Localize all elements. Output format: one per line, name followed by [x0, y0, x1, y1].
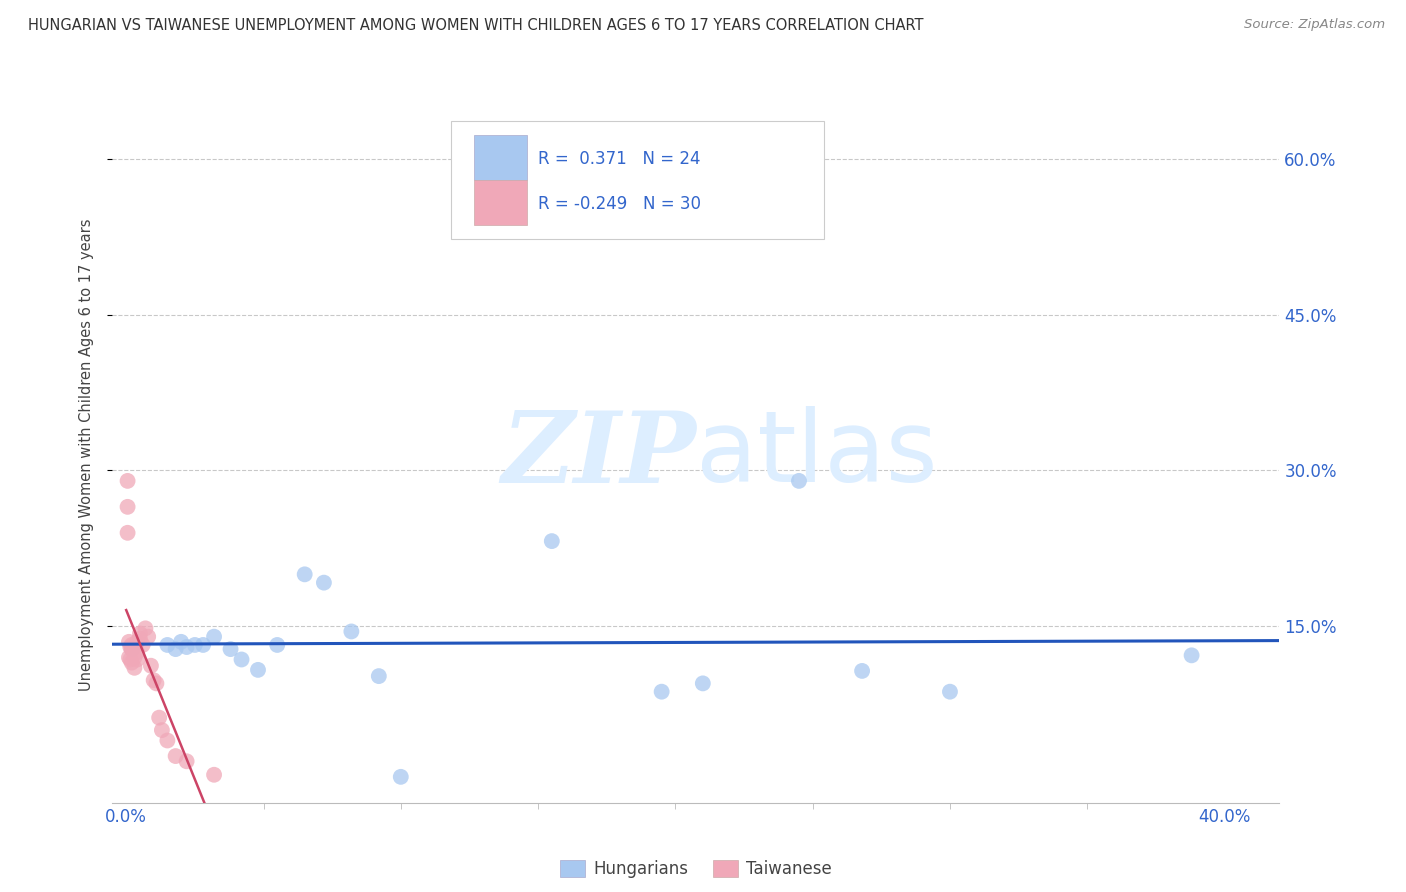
- Point: [367, 669, 389, 683]
- Point: [312, 575, 335, 590]
- Point: [165, 749, 187, 764]
- FancyBboxPatch shape: [474, 135, 527, 180]
- Point: [266, 638, 288, 652]
- Text: R =  0.371   N = 24: R = 0.371 N = 24: [538, 150, 702, 169]
- Text: R = -0.249   N = 30: R = -0.249 N = 30: [538, 195, 702, 213]
- Point: [129, 632, 152, 646]
- Point: [136, 630, 159, 644]
- Point: [127, 652, 149, 666]
- Point: [247, 663, 270, 677]
- Text: Source: ZipAtlas.com: Source: ZipAtlas.com: [1244, 18, 1385, 31]
- Point: [202, 768, 225, 782]
- Text: ZIP: ZIP: [501, 407, 696, 503]
- Point: [124, 640, 146, 654]
- Legend: Hungarians, Taiwanese: Hungarians, Taiwanese: [553, 854, 839, 885]
- Point: [118, 635, 141, 649]
- Point: [1181, 648, 1204, 663]
- Point: [165, 642, 187, 657]
- Point: [131, 638, 153, 652]
- Point: [540, 534, 562, 549]
- Point: [121, 642, 143, 657]
- Point: [389, 770, 412, 784]
- Point: [148, 711, 170, 725]
- Point: [202, 630, 225, 644]
- Text: HUNGARIAN VS TAIWANESE UNEMPLOYMENT AMONG WOMEN WITH CHILDREN AGES 6 TO 17 YEARS: HUNGARIAN VS TAIWANESE UNEMPLOYMENT AMON…: [28, 18, 924, 33]
- Point: [124, 661, 146, 675]
- Point: [129, 626, 152, 640]
- Point: [120, 652, 142, 666]
- Point: [120, 640, 142, 654]
- FancyBboxPatch shape: [474, 180, 527, 226]
- Point: [127, 635, 149, 649]
- Point: [340, 624, 363, 639]
- Point: [851, 664, 873, 678]
- Point: [150, 723, 173, 738]
- Point: [184, 638, 207, 652]
- Text: atlas: atlas: [696, 407, 938, 503]
- Point: [121, 656, 143, 670]
- Point: [176, 640, 198, 654]
- Point: [692, 676, 714, 690]
- Point: [134, 621, 156, 635]
- Point: [219, 642, 242, 657]
- Point: [127, 645, 149, 659]
- Point: [294, 567, 316, 582]
- Point: [170, 635, 193, 649]
- Point: [156, 733, 179, 747]
- Point: [117, 525, 139, 540]
- Point: [117, 474, 139, 488]
- Point: [142, 673, 165, 688]
- Point: [156, 638, 179, 652]
- Point: [231, 652, 253, 666]
- Point: [651, 684, 673, 698]
- Point: [139, 658, 162, 673]
- Point: [145, 676, 167, 690]
- Point: [191, 638, 214, 652]
- Point: [121, 642, 143, 657]
- Point: [117, 500, 139, 514]
- Point: [124, 650, 146, 665]
- Point: [176, 754, 198, 768]
- Point: [118, 650, 141, 665]
- Point: [121, 638, 143, 652]
- Point: [939, 684, 962, 698]
- Y-axis label: Unemployment Among Women with Children Ages 6 to 17 years: Unemployment Among Women with Children A…: [79, 219, 94, 691]
- FancyBboxPatch shape: [451, 121, 824, 239]
- Point: [787, 474, 810, 488]
